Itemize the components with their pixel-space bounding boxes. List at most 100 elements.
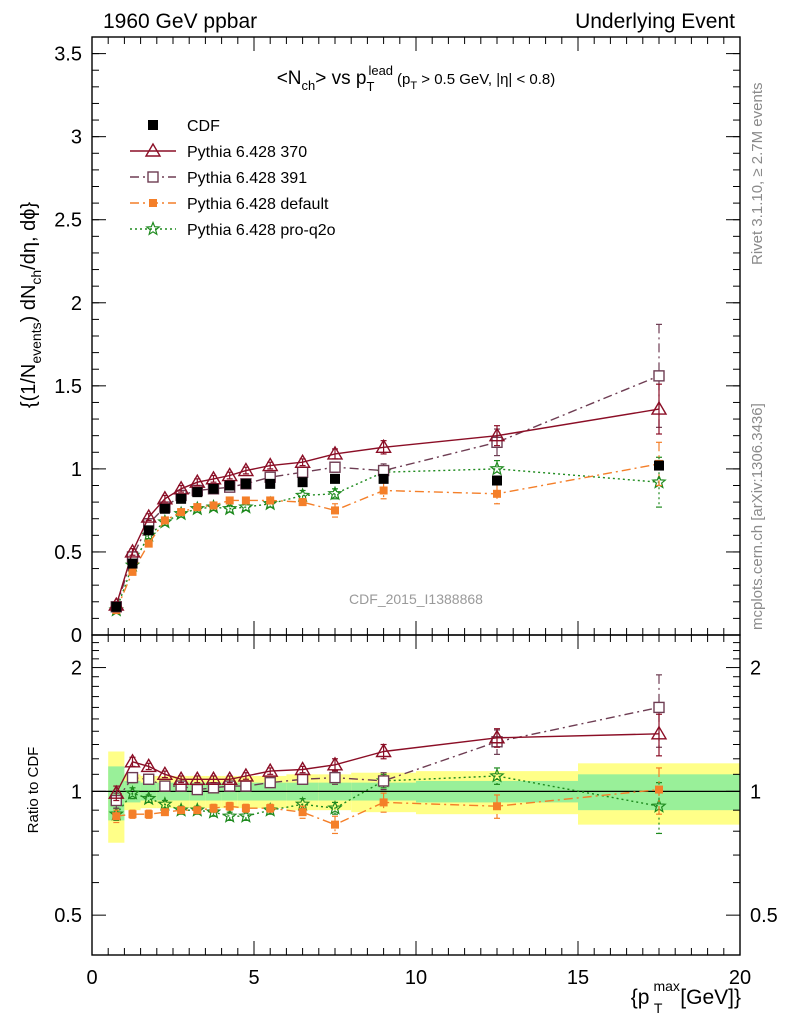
- data-point-pythia-6-428-default: [266, 496, 275, 505]
- data-point-pythia-6-428-default: [225, 496, 234, 505]
- legend-marker-pythia-6-428-370: [144, 142, 162, 157]
- header-right: Underlying Event: [575, 10, 735, 33]
- data-point-pythia-6-428-pro-q2o: [221, 500, 238, 516]
- data-point-pythia-6-428-370: [375, 438, 392, 453]
- data-point-ratio-pythia-6-428-pro-q2o: [489, 767, 505, 783]
- data-point-ratio-pythia-6-428-default: [493, 802, 501, 811]
- legend-marker-pythia-6-428-pro-q2o: [145, 220, 161, 236]
- data-point-pythia-6-428-default: [160, 516, 169, 525]
- analysis-watermark: CDF_2015_I1388868: [349, 591, 483, 607]
- data-point-pythia-6-428-default: [493, 489, 501, 498]
- data-point-ratio-pythia-6-428-370: [189, 770, 206, 785]
- data-point-cdf: [208, 483, 219, 494]
- data-point-cdf: [111, 601, 122, 612]
- data-point-pythia-6-428-pro-q2o: [489, 460, 505, 476]
- series-line-ratio-pythia-6-428-pro-q2o: [115, 775, 660, 817]
- data-point-pythia-6-428-pro-q2o: [189, 500, 206, 516]
- data-point-ratio-pythia-6-428-pro-q2o: [238, 808, 254, 823]
- series-line-pythia-6-428-default: [115, 463, 660, 611]
- main-series: [108, 323, 668, 617]
- data-point-ratio-pythia-6-428-370: [261, 762, 279, 777]
- data-point-pythia-6-428-pro-q2o: [238, 498, 254, 514]
- data-point-cdf: [378, 473, 389, 484]
- data-point-pythia-6-428-default: [331, 506, 339, 515]
- data-point-ratio-pythia-6-428-391: [653, 701, 665, 714]
- ratio-y-tick-label-right: 2: [750, 658, 761, 680]
- main-title: <Nch> vs pTlead(pT > 0.5 GeV, |η| < 0.8): [277, 63, 556, 94]
- data-point-cdf: [159, 503, 170, 514]
- legend-marker-cdf: [148, 120, 158, 130]
- data-point-ratio-pythia-6-428-391: [264, 776, 276, 789]
- x-tick-label: 0: [86, 967, 97, 989]
- data-point-pythia-6-428-370: [294, 453, 311, 468]
- data-point-cdf: [143, 525, 154, 536]
- data-point-pythia-6-428-370: [124, 543, 141, 558]
- x-tick-label: 5: [248, 967, 259, 989]
- data-point-ratio-pythia-6-428-391: [191, 783, 204, 796]
- data-point-ratio-pythia-6-428-pro-q2o: [124, 784, 141, 800]
- data-point-ratio-pythia-6-428-default: [144, 810, 153, 819]
- ratio-y-tick-label-right: 1: [750, 781, 761, 803]
- ratio-y-tick-label-left: 1: [71, 781, 82, 803]
- legend-label-pythia-6-428-370: Pythia 6.428 370: [187, 144, 307, 161]
- header-left: 1960 GeV ppbar: [103, 10, 257, 33]
- data-point-cdf: [265, 478, 276, 489]
- data-point-ratio-pythia-6-428-default: [241, 804, 250, 813]
- data-point-pythia-6-428-default: [209, 501, 218, 510]
- data-point-pythia-6-428-370: [488, 427, 506, 442]
- ratio-uncertainty-bands: [108, 751, 740, 843]
- main-y-tick-label: 1.5: [54, 376, 82, 398]
- data-point-cdf: [127, 558, 138, 569]
- data-point-ratio-pythia-6-428-370: [221, 770, 238, 785]
- data-point-cdf: [192, 487, 203, 498]
- main-y-tick-label: 3.5: [54, 44, 82, 66]
- legend-marker-pythia-6-428-391: [147, 171, 159, 183]
- data-point-pythia-6-428-391: [653, 370, 665, 382]
- data-point-ratio-pythia-6-428-370: [488, 729, 506, 744]
- series-line-pythia-6-428-pro-q2o: [115, 468, 660, 611]
- ratio-series: [108, 674, 668, 835]
- data-point-ratio-pythia-6-428-391: [126, 771, 139, 784]
- data-point-ratio-pythia-6-428-default: [331, 820, 339, 829]
- series-pythia-6-428-370: [108, 383, 668, 611]
- data-point-ratio-pythia-6-428-391: [329, 771, 341, 784]
- legend-marker-pythia-6-428-default: [149, 199, 157, 207]
- x-tick-label: 10: [405, 967, 427, 989]
- data-point-ratio-pythia-6-428-370: [156, 765, 174, 781]
- data-point-ratio-pythia-6-428-pro-q2o: [221, 808, 238, 823]
- data-point-ratio-pythia-6-428-370: [140, 758, 157, 773]
- data-point-ratio-pythia-6-428-pro-q2o: [327, 800, 343, 815]
- data-point-cdf: [224, 480, 235, 491]
- legend: CDF Pythia 6.428 370 Pythia 6.428 391 Pythi…: [130, 118, 336, 239]
- data-point-ratio-pythia-6-428-default: [160, 808, 169, 817]
- data-point-pythia-6-428-370: [261, 457, 279, 472]
- main-y-tick-label: 2: [71, 293, 82, 315]
- data-point-cdf: [240, 478, 251, 489]
- data-point-ratio-pythia-6-428-370: [326, 756, 344, 771]
- data-point-pythia-6-428-default: [241, 496, 250, 505]
- data-point-pythia-6-428-default: [193, 503, 202, 512]
- legend-label-pythia-6-428-391: Pythia 6.428 391: [187, 170, 307, 187]
- data-point-cdf: [654, 460, 664, 471]
- data-point-pythia-6-428-391: [296, 466, 309, 478]
- data-point-ratio-pythia-6-428-default: [655, 785, 663, 794]
- data-point-pythia-6-428-391: [329, 461, 341, 473]
- data-point-ratio-pythia-6-428-pro-q2o: [157, 796, 173, 811]
- data-point-pythia-6-428-default: [128, 567, 137, 576]
- data-point-pythia-6-428-370: [326, 445, 344, 460]
- main-y-tick-label: 1: [71, 459, 82, 481]
- data-point-ratio-pythia-6-428-default: [193, 806, 202, 815]
- data-point-pythia-6-428-370: [140, 508, 157, 523]
- data-point-pythia-6-428-pro-q2o: [262, 495, 278, 511]
- data-point-ratio-pythia-6-428-370: [375, 743, 392, 758]
- ratio-ylabel: Ratio to CDF: [25, 747, 42, 834]
- ratio-y-tick-label-left: 0.5: [54, 905, 82, 927]
- data-point-ratio-pythia-6-428-370: [294, 761, 311, 776]
- data-point-ratio-pythia-6-428-default: [379, 798, 388, 807]
- data-point-pythia-6-428-pro-q2o: [205, 498, 222, 514]
- series-pythia-6-428-391: [110, 323, 665, 613]
- data-point-ratio-pythia-6-428-370: [172, 770, 190, 785]
- data-point-ratio-pythia-6-428-370: [650, 725, 668, 740]
- main-y-tick-label: 3: [71, 127, 82, 149]
- main-ylabel: {(1/Nevents) dNch/dη, dϕ}: [18, 202, 44, 409]
